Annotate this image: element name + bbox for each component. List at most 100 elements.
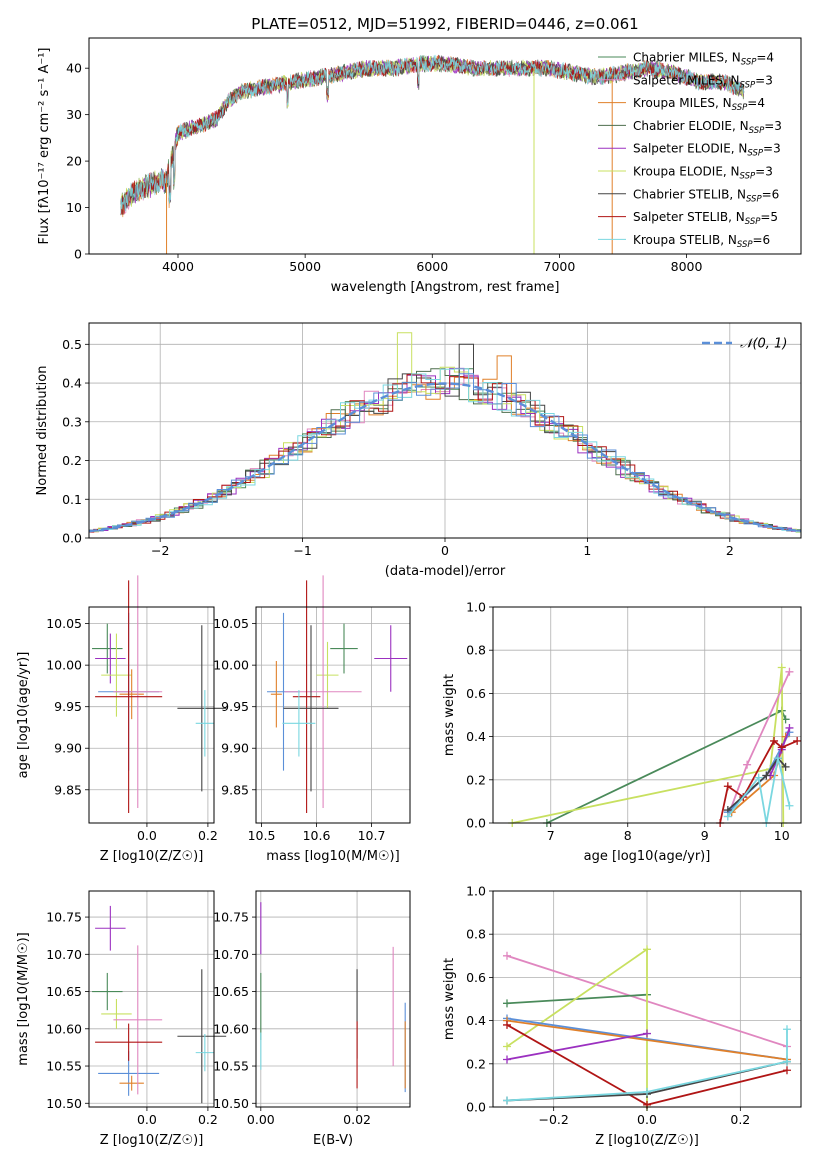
weight-marker <box>783 1025 791 1034</box>
x-tick-label: 0.2 <box>198 828 218 843</box>
error-bar-point <box>330 623 358 674</box>
x-tick-label: 0.2 <box>198 1112 218 1127</box>
age-vs-mass-panel: 10.5 10.6 10.7 9.85 9.90 9.95 10.00 10.05 mass [… <box>213 575 411 864</box>
axes-frame <box>88 890 215 1108</box>
legend-label: Kroupa STELIB, NSSP=6 <box>633 233 770 250</box>
x-tick-label: 10.5 <box>248 828 276 843</box>
error-bar-point <box>177 969 227 1104</box>
y-tick-label: 9.90 <box>221 741 249 756</box>
error-bar-point <box>95 905 126 951</box>
x-tick-label: 8000 <box>671 259 703 274</box>
y-tick-label: 20 <box>66 154 82 169</box>
y-tick-label: 0.2 <box>466 1056 486 1071</box>
axes-frame <box>492 606 802 824</box>
y-tick-label: 0.4 <box>466 729 486 744</box>
weight-marker <box>754 773 763 782</box>
x-tick-label: 7000 <box>544 259 576 274</box>
y-tick-label: 10.55 <box>213 1059 249 1074</box>
y-axis-label: Normed distribution <box>35 366 50 496</box>
y-tick-label: 0.8 <box>466 927 486 942</box>
error-bar-point <box>195 690 214 757</box>
y-axis-label: age [log10(age/yr)] <box>16 652 31 779</box>
y-tick-label: 10.50 <box>213 1096 249 1111</box>
axes-frame <box>88 606 215 824</box>
x-tick-label: 0.0 <box>137 1112 157 1127</box>
weight-marker <box>773 754 782 763</box>
x-tick-label: 9 <box>701 828 709 843</box>
weight-marker <box>781 762 790 771</box>
y-axis-label: mass weight <box>442 958 457 1040</box>
y-tick-label: 10 <box>66 200 82 215</box>
error-bar-point <box>95 633 126 684</box>
x-tick-label: −0.2 <box>538 1112 568 1127</box>
legend-label: 𝒩(0, 1) <box>740 337 787 352</box>
y-tick-label: 0.4 <box>62 376 82 391</box>
y-tick-label: 0.1 <box>62 492 82 507</box>
axes-frame <box>255 890 411 1108</box>
y-tick-label: 9.95 <box>54 699 82 714</box>
x-axis-label: age [log10(age/yr)] <box>584 849 711 864</box>
weight-marker <box>777 663 786 672</box>
normal-curve <box>89 382 801 533</box>
error-bar-point <box>113 945 163 1095</box>
x-tick-label: −2 <box>151 543 169 558</box>
weight-marker <box>785 667 794 676</box>
weight-marker <box>643 1029 651 1038</box>
error-bar-point <box>270 661 282 728</box>
weight-line <box>719 739 798 824</box>
axes-frame <box>88 37 802 255</box>
legend-label: Kroupa MILES, NSSP=4 <box>633 96 765 113</box>
y-tick-label: 10.05 <box>213 616 249 631</box>
weight-marker <box>643 1087 651 1096</box>
y-tick-label: 10.65 <box>213 984 249 999</box>
y-axis-label: mass weight <box>442 674 457 756</box>
y-tick-label: 0.3 <box>62 414 82 429</box>
x-tick-label: 0.0 <box>137 828 157 843</box>
error-bar-point <box>316 641 339 709</box>
y-tick-label: 10.75 <box>213 910 249 925</box>
x-tick-label: 0.02 <box>343 1112 371 1127</box>
error-bar-point <box>113 575 163 809</box>
y-tick-label: 0.0 <box>466 1100 486 1115</box>
y-tick-label: 0.0 <box>466 816 486 831</box>
histogram-step <box>89 368 801 533</box>
axes-frame <box>255 606 411 824</box>
mass-vs-Z-panel: 0.0 0.2 10.50 10.55 10.60 10.65 10.70 10.75 Z [l… <box>16 890 227 1148</box>
age-vs-Z-panel: 0.0 0.2 9.85 9.90 9.95 10.00 10.05 Z [log10(Z/Z… <box>16 575 227 864</box>
y-axis-label: Flux [fλ10⁻¹⁷ erg cm⁻² s⁻¹ A⁻¹] <box>37 48 52 245</box>
legend-label: Chabrier STELIB, NSSP=6 <box>633 187 779 204</box>
spectrum-panel: PLATE=0512, MJD=51992, FIBERID=0446, z=0… <box>37 15 802 295</box>
x-axis-label: Z [log10(Z/Z☉)] <box>595 1133 699 1148</box>
legend-label: Salpeter MILES, NSSP=3 <box>633 73 773 90</box>
weight-line <box>546 709 787 824</box>
y-tick-label: 40 <box>66 61 82 76</box>
y-tick-label: 9.95 <box>221 699 249 714</box>
weight-vs-Z-panel: −0.2 0.0 0.2 0.0 0.2 0.4 0.6 0.8 1.0 Z [log10(Z/Z… <box>442 884 802 1148</box>
legend-label: Salpeter STELIB, NSSP=5 <box>633 210 778 227</box>
y-tick-label: 10.70 <box>46 947 82 962</box>
weight-line <box>506 1032 648 1061</box>
x-tick-label: −1 <box>293 543 311 558</box>
x-axis-label: Z [log10(Z/Z☉)] <box>100 1133 204 1148</box>
y-tick-label: 0.6 <box>466 970 486 985</box>
y-tick-label: 10.00 <box>46 658 82 673</box>
weight-vs-age-panel: 7 8 9 10 0.0 0.2 0.4 0.6 0.8 1.0 age [log10(age/yr… <box>442 600 802 864</box>
error-bar-point <box>119 669 144 720</box>
spectrum-lines <box>120 54 745 254</box>
error-bar-point <box>284 575 362 809</box>
error-bar-point <box>95 1023 163 1061</box>
x-axis-label: Z [log10(Z/Z☉)] <box>100 849 204 864</box>
x-tick-label: 0.00 <box>247 1112 275 1127</box>
error-bar-point <box>292 580 321 814</box>
weight-marker <box>723 812 732 821</box>
weight-marker <box>503 1055 511 1064</box>
x-tick-label: 0.0 <box>637 1112 657 1127</box>
chart-title: PLATE=0512, MJD=51992, FIBERID=0446, z=0… <box>251 15 638 33</box>
x-tick-label: 4000 <box>162 259 194 274</box>
weight-marker <box>783 1066 791 1075</box>
weight-marker <box>777 743 786 752</box>
weight-marker <box>723 782 732 791</box>
weight-line <box>506 1029 788 1102</box>
y-tick-label: 10.75 <box>46 910 82 925</box>
legend-label: Salpeter ELODIE, NSSP=3 <box>633 142 781 159</box>
